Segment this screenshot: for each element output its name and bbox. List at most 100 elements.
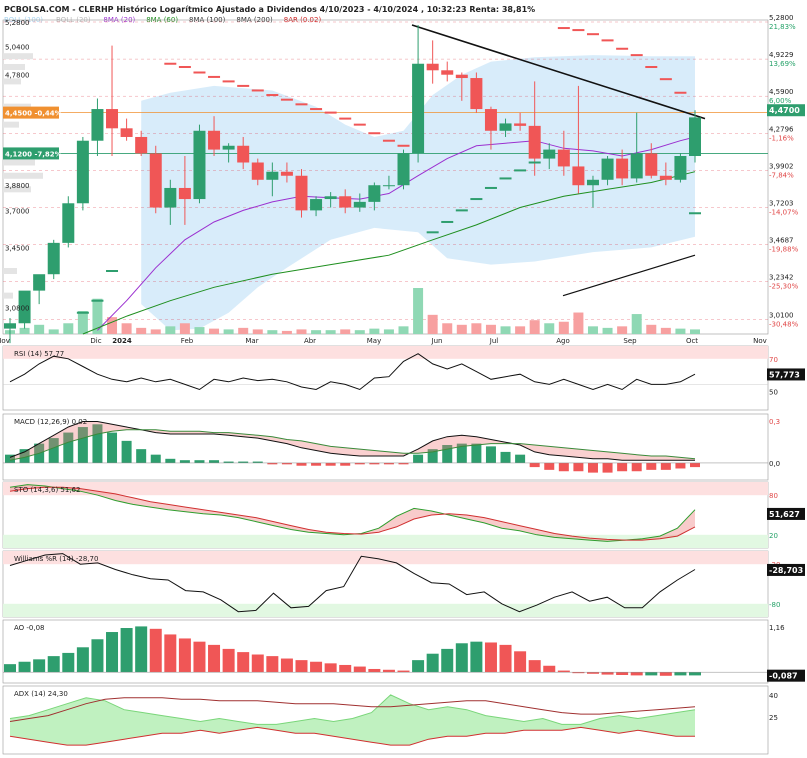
x-axis-label: Mar bbox=[245, 337, 258, 345]
sar-dot bbox=[645, 66, 658, 69]
volume-bar bbox=[281, 330, 292, 334]
sto-d-line bbox=[9, 486, 696, 541]
candle-body bbox=[280, 171, 293, 176]
marker-tag: 4,4500 -0,44% bbox=[5, 110, 62, 118]
ao-bar bbox=[382, 669, 395, 673]
candle-body bbox=[222, 145, 235, 150]
macd-hist-bar bbox=[92, 424, 103, 463]
candle bbox=[601, 156, 614, 186]
williams-value-tag-bg bbox=[767, 563, 805, 576]
candle-body bbox=[368, 185, 381, 202]
candle-body bbox=[689, 117, 701, 157]
volume-bar bbox=[413, 288, 424, 334]
candle-body bbox=[91, 109, 104, 141]
volume-bar bbox=[660, 327, 671, 334]
price-axis-label: 4,2796 bbox=[769, 125, 794, 133]
rsi-value-tag-bg bbox=[767, 368, 805, 381]
candle bbox=[689, 110, 701, 163]
sar-dot bbox=[368, 132, 381, 135]
candle-body bbox=[674, 156, 687, 180]
ao-bar bbox=[470, 641, 483, 673]
volume-bar bbox=[92, 298, 103, 334]
candle bbox=[470, 72, 483, 113]
candle bbox=[237, 136, 250, 170]
volume-bar bbox=[194, 327, 205, 334]
candle bbox=[324, 192, 337, 208]
candle-body bbox=[659, 175, 672, 180]
candle-body bbox=[4, 323, 16, 329]
macd-hist-bar bbox=[296, 462, 307, 466]
price-axis-label: 3,9902 bbox=[769, 162, 794, 170]
adx-line bbox=[9, 697, 696, 722]
volume-bar bbox=[631, 314, 642, 334]
sto-level-80: 80 bbox=[769, 492, 778, 500]
candle-body bbox=[18, 290, 31, 324]
volume-bar bbox=[427, 314, 438, 334]
candle-body bbox=[382, 185, 395, 187]
volume-bar bbox=[311, 330, 322, 334]
volume-bar bbox=[179, 323, 190, 334]
sto-level-20: 20 bbox=[769, 532, 778, 540]
macd-hist-bar bbox=[77, 427, 88, 463]
x-axis-label: Nov bbox=[753, 337, 767, 345]
volume-bar bbox=[121, 323, 132, 334]
macd-hist-bar bbox=[63, 432, 74, 463]
ao-bar bbox=[543, 665, 556, 673]
volume-profile-bar bbox=[3, 53, 33, 60]
candle bbox=[251, 158, 264, 186]
macd-hist-bar bbox=[209, 460, 220, 463]
ao-bar bbox=[630, 672, 643, 676]
ao-bar bbox=[412, 660, 425, 673]
candle-body bbox=[62, 203, 75, 243]
candle-body bbox=[310, 199, 323, 211]
sar-dot bbox=[222, 80, 235, 83]
x-axis-label: 2024 bbox=[112, 337, 132, 345]
volume-bar bbox=[209, 328, 220, 334]
ao-bar bbox=[76, 647, 89, 673]
sar-dot bbox=[630, 54, 643, 57]
candle bbox=[572, 85, 585, 194]
candle bbox=[339, 189, 352, 214]
price-axis-label: 5,2800 bbox=[769, 14, 794, 22]
candle bbox=[353, 193, 366, 212]
candle-body bbox=[557, 149, 570, 167]
ao-bar bbox=[295, 660, 308, 673]
x-axis-label: May bbox=[367, 337, 381, 345]
ao-bar bbox=[659, 672, 672, 676]
candle-body bbox=[616, 158, 629, 179]
ao-bar bbox=[18, 661, 31, 673]
macd-line bbox=[9, 421, 695, 461]
candle bbox=[484, 106, 497, 150]
volume-profile-bar bbox=[3, 121, 19, 128]
candle bbox=[178, 156, 191, 225]
volume-bar bbox=[617, 326, 628, 334]
candle bbox=[266, 162, 279, 197]
sar-dot bbox=[484, 186, 497, 189]
candle bbox=[62, 196, 75, 248]
sar-dot bbox=[280, 98, 293, 101]
candle-body bbox=[178, 187, 191, 200]
ao-level-top: 1,16 bbox=[769, 624, 785, 632]
sar-dot bbox=[586, 33, 599, 36]
candle bbox=[659, 162, 672, 186]
williams-oversold-zone bbox=[3, 603, 768, 617]
price-axis-pct: -7,84% bbox=[769, 171, 794, 179]
candle-body bbox=[601, 158, 614, 180]
candle-body bbox=[630, 153, 643, 179]
marker-tag-bg bbox=[3, 106, 59, 119]
ao-bar bbox=[222, 648, 235, 673]
x-axis-label: Jun bbox=[431, 337, 443, 345]
sar-dot bbox=[572, 29, 585, 32]
macd-hist-bar bbox=[398, 462, 409, 465]
price-axis-pct: 21,83% bbox=[769, 23, 796, 31]
left-axis-label: 4,7800 bbox=[5, 72, 30, 80]
macd-hist-bar bbox=[442, 445, 453, 463]
volume-bar bbox=[238, 327, 249, 334]
price-axis-label: 3,4687 bbox=[769, 237, 794, 245]
sar-dot bbox=[528, 161, 541, 164]
candle-body bbox=[295, 175, 308, 211]
left-axis-label: 3,0800 bbox=[5, 305, 30, 313]
candle-body bbox=[237, 145, 250, 163]
sar-dot bbox=[659, 78, 672, 81]
